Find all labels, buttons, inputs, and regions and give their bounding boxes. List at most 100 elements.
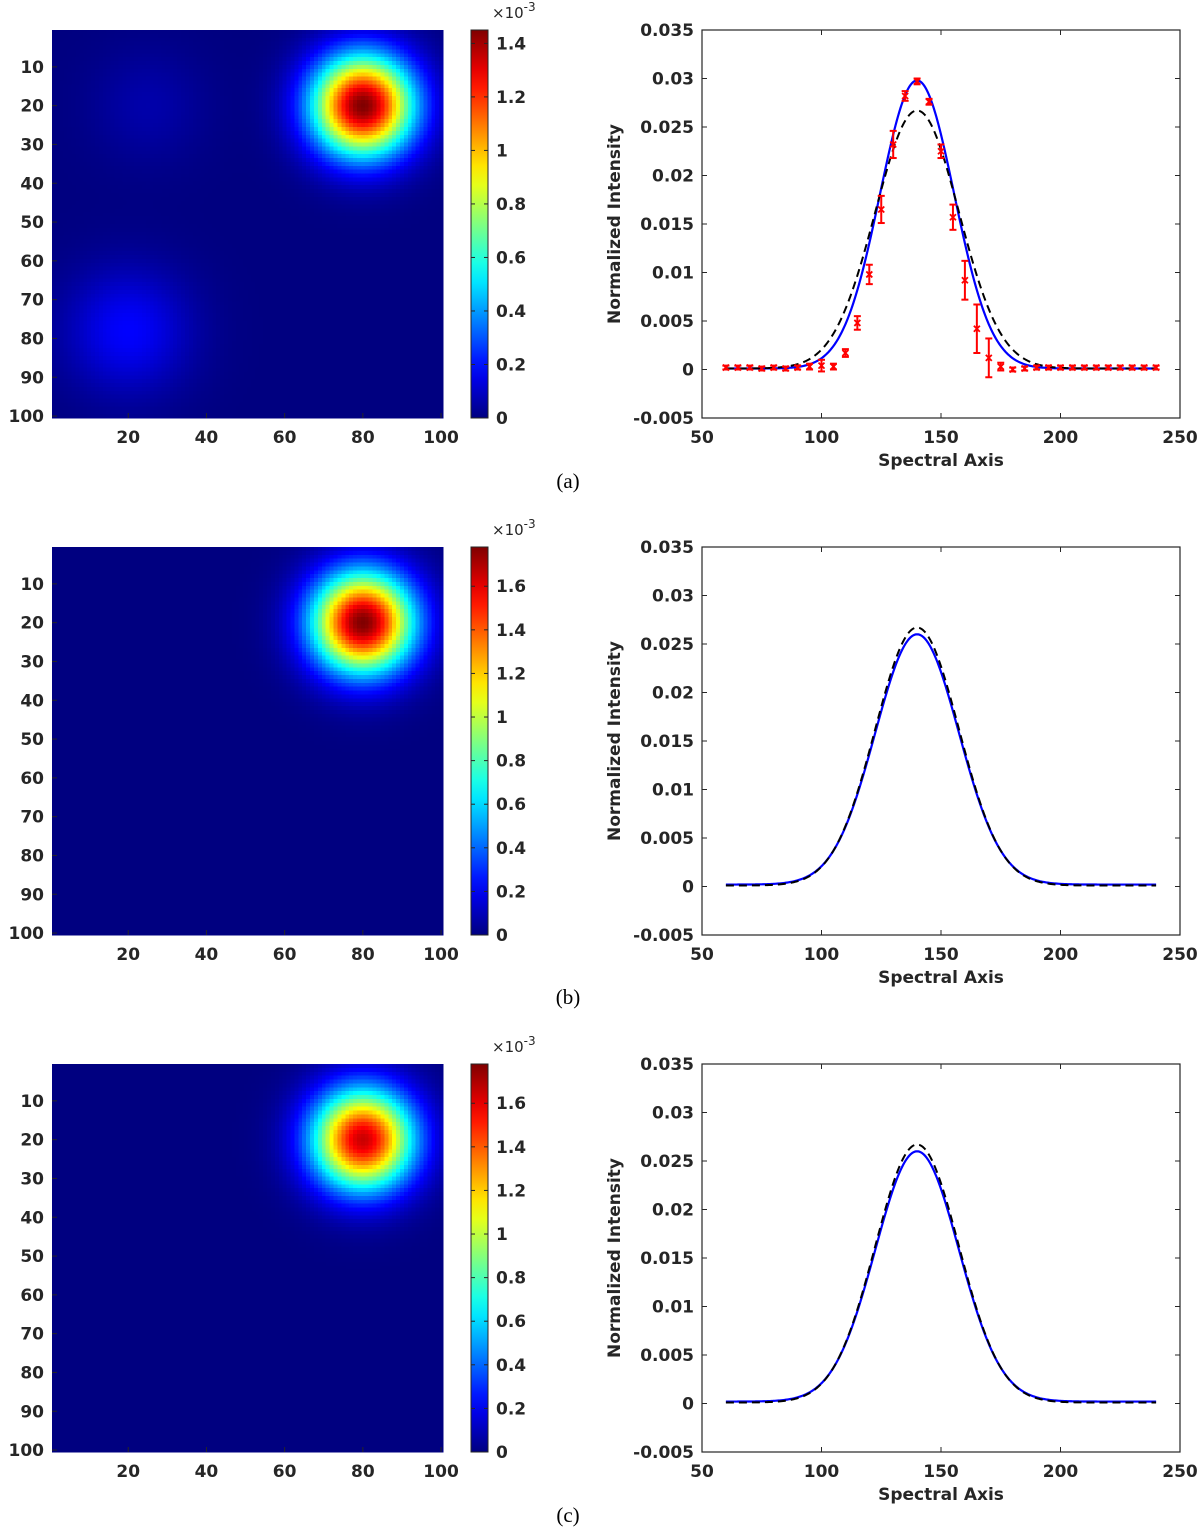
errorbar-point — [793, 363, 802, 372]
errorbar-point — [841, 348, 850, 358]
errorbar-point — [1092, 363, 1100, 372]
heatmap-ytick-label: 30 — [20, 1169, 44, 1189]
colorbar-tick-label: 1.4 — [496, 1138, 526, 1158]
colorbar-tick-label: 0.2 — [496, 1399, 526, 1419]
heatmap-ytick-label: 50 — [20, 730, 44, 750]
spectrum-ytick-label: -0.005 — [633, 409, 694, 429]
spectrum-ytick-label: 0.005 — [640, 829, 694, 849]
heatmap-ytick-label: 50 — [20, 1247, 44, 1267]
heatmap-ytick-label: 90 — [20, 1402, 44, 1422]
errorbar-point — [746, 363, 754, 372]
spectrum-xtick-label: 150 — [923, 1462, 959, 1482]
spectrum-plot-3: 50 100 150 200 250 0.035 0.03 0.025 0.02 0.015 0.0… — [605, 1055, 1198, 1505]
errorbar-point — [1032, 363, 1041, 372]
colorbar-tick-label: 0 — [496, 926, 508, 946]
heatmap-xtick-label: 60 — [273, 945, 297, 965]
colorbar-multiplier-base: ×10 — [492, 4, 524, 22]
colorbar-tick-label: 0.8 — [496, 752, 526, 772]
colorbar-multiplier: ×10-3 — [492, 1034, 536, 1056]
spectrum-ytick-label: 0.025 — [640, 635, 694, 655]
colorbar-tick-label: 0.4 — [496, 839, 526, 859]
spectrum-ylabel: Normalized Intensity — [605, 124, 625, 324]
spectrum-plot-2: 50 100 150 200 250 0.035 0.03 0.025 0.02 0.015 0.0… — [605, 538, 1198, 988]
colorbar-tick-label: 0 — [496, 409, 508, 429]
heatmap-ytick-label: 40 — [20, 1208, 44, 1228]
errorbar-point — [1104, 363, 1112, 372]
errorbar-point — [829, 362, 838, 371]
heatmap-cells — [52, 1064, 444, 1453]
spectrum-plot-area — [725, 1143, 1157, 1404]
spectrum-ytick-label: -0.005 — [633, 1443, 694, 1463]
heatmap-ytick-label: 60 — [20, 769, 44, 789]
spectrum-xtick-label: 200 — [1043, 945, 1079, 965]
heatmap-3: 20 40 60 80 100 10 20 30 40 50 60 70 80 90 100 — [9, 1064, 459, 1482]
spectrum-ytick-label: 0.03 — [652, 1104, 694, 1124]
colorbar-multiplier-base: ×10 — [492, 521, 524, 539]
colorbar-tick-label: 1.2 — [496, 88, 526, 108]
colorbar-tick-label: 1.4 — [496, 621, 526, 641]
errorbar-point — [782, 364, 790, 373]
heatmap-ytick-label: 80 — [20, 1363, 44, 1383]
errorbar-point — [889, 129, 897, 160]
colorbar-gradient — [470, 29, 489, 419]
spectrum-ytick-label: 0.02 — [652, 684, 694, 704]
spectrum-ytick-label: 0.02 — [652, 1201, 694, 1221]
heatmap-ytick-label: 90 — [20, 368, 44, 388]
colorbar-tick-label: 0.8 — [496, 1269, 526, 1289]
errorbar-point — [973, 303, 981, 355]
spectrum-ytick-label: 0.03 — [652, 587, 694, 607]
errorbar-point — [1152, 363, 1160, 372]
colorbar-tick-label: 0 — [496, 1443, 508, 1463]
panel-caption: (b) — [556, 985, 581, 1009]
errorbar-point — [1009, 365, 1017, 374]
colorbar-multiplier-exponent: -3 — [524, 517, 536, 531]
heatmap-ytick-label: 70 — [20, 291, 44, 311]
spectrum-ytick-label: 0.015 — [640, 1249, 694, 1269]
spectrum-ytick-label: 0.01 — [652, 264, 694, 284]
spectrum-xtick-label: 50 — [690, 428, 714, 448]
heatmap-xtick-label: 60 — [273, 1462, 297, 1482]
spectrum-ytick-label: 0.015 — [640, 215, 694, 235]
colorbar-multiplier: ×10-3 — [492, 517, 536, 539]
dashed-line-series — [725, 626, 1157, 887]
panel-caption: (c) — [556, 1503, 579, 1527]
colorbar-multiplier-exponent: -3 — [524, 0, 536, 14]
colorbar-gradient — [470, 1063, 489, 1453]
heatmap-xtick-label: 40 — [195, 1462, 219, 1482]
spectrum-xtick-label: 200 — [1043, 1462, 1079, 1482]
heatmap-ytick-label: 30 — [20, 135, 44, 155]
colorbar-tick-label: 1 — [496, 141, 508, 161]
errorbar-point — [758, 364, 766, 373]
spectrum-ytick-label: 0.005 — [640, 1346, 694, 1366]
errorbar-point — [1056, 363, 1065, 372]
heatmap-xtick-label: 100 — [423, 428, 459, 448]
colorbar-tick-label: 0.6 — [496, 795, 526, 815]
heatmap-xtick-label: 60 — [273, 428, 297, 448]
colorbar-tick-label: 1.4 — [496, 34, 526, 54]
errorbar-point — [770, 363, 778, 372]
heatmap-ytick-label: 80 — [20, 846, 44, 866]
heatmap-xtick-label: 80 — [351, 1462, 375, 1482]
panel-caption: (a) — [556, 469, 579, 493]
heatmap-ytick-label: 80 — [20, 329, 44, 349]
errorbar-point — [1116, 363, 1124, 372]
errorbar-point — [734, 363, 742, 372]
errorbar-point — [901, 90, 909, 102]
spectrum-xtick-label: 100 — [804, 945, 840, 965]
colorbar-multiplier-base: ×10 — [492, 1038, 524, 1056]
heatmap-ytick-label: 10 — [20, 58, 44, 78]
heatmap-ytick-label: 20 — [20, 1131, 44, 1151]
colorbar-multiplier: ×10-3 — [492, 0, 536, 22]
spectrum-xlabel: Spectral Axis — [878, 968, 1004, 988]
errorbar-point — [722, 363, 730, 372]
errorbar-point — [937, 143, 945, 160]
heatmap-ytick-label: 20 — [20, 97, 44, 117]
colorbar-tick-label: 0.4 — [496, 302, 526, 322]
colorbar-tick-label: 1 — [496, 1225, 508, 1245]
spectrum-ytick-label: 0.02 — [652, 167, 694, 187]
spectrum-plot-area — [725, 626, 1157, 887]
errorbar-point — [1128, 363, 1136, 372]
errorbar-point — [1068, 363, 1077, 372]
errorbar-point — [1140, 363, 1148, 372]
